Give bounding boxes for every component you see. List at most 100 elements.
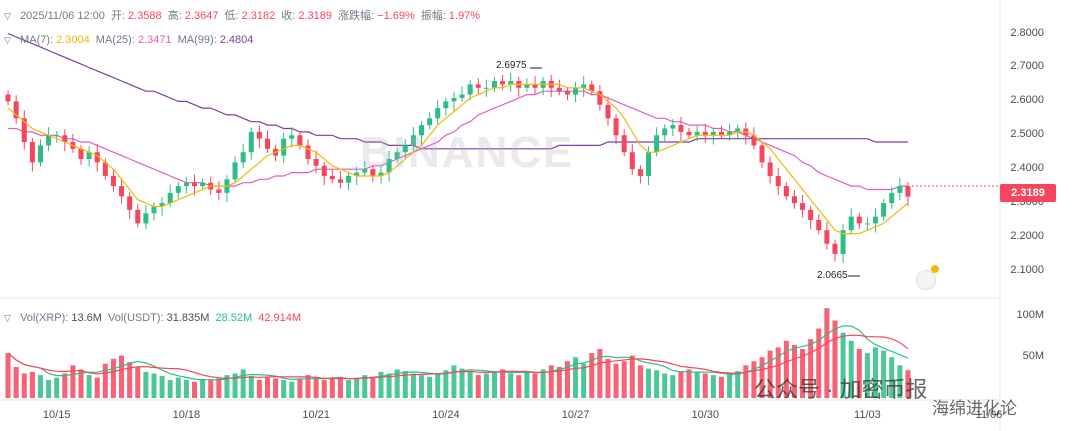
- candle-body: [629, 152, 635, 170]
- candle-body: [443, 101, 449, 109]
- candle-body: [848, 216, 854, 231]
- amplitude-value: 1.97%: [448, 10, 481, 22]
- ma99-label: MA(99):: [177, 34, 217, 46]
- candle-body: [167, 192, 173, 204]
- volume-bar: [354, 377, 360, 398]
- volume-bar: [532, 373, 538, 398]
- volume-bar: [119, 355, 125, 398]
- volume-bar: [281, 380, 287, 398]
- datetime: 2025/11/06 12:00: [20, 10, 105, 22]
- x-tick-label: 10/27: [561, 409, 590, 421]
- volume-bar: [597, 349, 603, 398]
- chevron-down-icon[interactable]: ▽: [4, 11, 11, 21]
- y-tick-label: 2.7000: [1010, 60, 1044, 73]
- candle-body: [451, 97, 457, 102]
- volume-bar: [232, 373, 238, 398]
- candle-body: [808, 209, 814, 221]
- candle-body: [110, 175, 116, 187]
- volume-bar: [346, 380, 352, 398]
- candle-body: [897, 186, 903, 193]
- volume-bar: [759, 357, 765, 398]
- volume-tick-label: 100M: [1016, 309, 1044, 322]
- candle-body: [791, 196, 797, 204]
- candle-body: [564, 91, 570, 95]
- volume-ma-lines: [7, 325, 909, 381]
- y-tick-label: 2.5000: [1010, 128, 1044, 141]
- candle-body: [816, 220, 822, 231]
- volume-bar: [321, 380, 327, 398]
- volume-bar: [808, 339, 814, 398]
- candle-body: [232, 162, 238, 180]
- volume-bar: [159, 375, 165, 398]
- volume-bar: [419, 375, 425, 398]
- volume-bar: [491, 371, 497, 398]
- notes-icon[interactable]: [916, 270, 936, 290]
- candle-body: [135, 209, 141, 224]
- candle-body: [386, 159, 392, 173]
- volume-bar: [727, 373, 733, 398]
- public-account-watermark: 公众号 · 加密币报: [754, 377, 928, 402]
- candle-body: [402, 145, 408, 153]
- volume-bar: [54, 377, 60, 398]
- low-value: 2.3182: [241, 10, 276, 22]
- candle-body: [694, 131, 700, 136]
- volume-bar: [102, 363, 108, 398]
- candle-body: [459, 94, 465, 98]
- candle-body: [192, 182, 198, 187]
- volume-bar: [192, 381, 198, 398]
- candle-body: [581, 84, 587, 88]
- candle-body: [467, 84, 473, 95]
- ma7-label: MA(7):: [20, 34, 54, 46]
- candle-body: [240, 152, 246, 163]
- last-price-tag: 2.3189: [1000, 184, 1056, 202]
- candle-body: [119, 186, 125, 197]
- chevron-down-icon[interactable]: ▽: [4, 35, 11, 45]
- candle-body: [321, 165, 327, 176]
- high-label: 高:: [167, 10, 182, 22]
- chevron-down-icon[interactable]: ▽: [4, 313, 11, 323]
- volume-bar: [840, 332, 846, 398]
- candle-body: [864, 223, 870, 225]
- volume-bar: [508, 373, 514, 398]
- volume-bar: [167, 380, 173, 398]
- candle-body: [281, 138, 287, 156]
- volume-bar: [62, 373, 68, 398]
- volume-bar: [467, 371, 473, 398]
- candle-body: [670, 125, 676, 129]
- candle-body: [832, 243, 838, 254]
- candle-body: [800, 203, 806, 210]
- candle-body: [264, 138, 270, 149]
- candle-body: [337, 179, 343, 183]
- candle-body: [175, 186, 181, 193]
- volume-bar: [459, 368, 465, 398]
- y-tick-label: 2.8000: [1010, 26, 1044, 39]
- volume-bar: [889, 357, 895, 398]
- ma25-label: MA(25):: [95, 34, 135, 46]
- volume-bar: [110, 358, 116, 398]
- candle-body: [37, 145, 43, 163]
- candle-body: [378, 172, 384, 176]
- volume-bars: [5, 308, 911, 398]
- change-value: −1.69%: [377, 10, 415, 22]
- high-annotation: 2.6975: [496, 60, 527, 71]
- volume-bar: [832, 320, 838, 398]
- volume-bar: [256, 380, 262, 398]
- candle-body: [686, 131, 692, 136]
- change-label: 涨跌幅:: [338, 10, 375, 22]
- candle-body: [216, 189, 222, 193]
- grid: [0, 0, 1001, 431]
- volume-bar: [678, 371, 684, 398]
- candle-body: [556, 87, 562, 92]
- volume-bar: [710, 375, 716, 398]
- candle-body: [5, 94, 11, 102]
- candle-body: [751, 135, 757, 146]
- x-tick-label: 10/24: [432, 409, 460, 421]
- candle-body: [710, 131, 716, 136]
- x-tick-label: 10/21: [302, 409, 330, 421]
- candle-body: [13, 101, 19, 119]
- candle-body: [702, 131, 708, 136]
- volume-bar: [662, 373, 668, 398]
- candle-body: [410, 135, 416, 146]
- volume-bar: [37, 375, 43, 398]
